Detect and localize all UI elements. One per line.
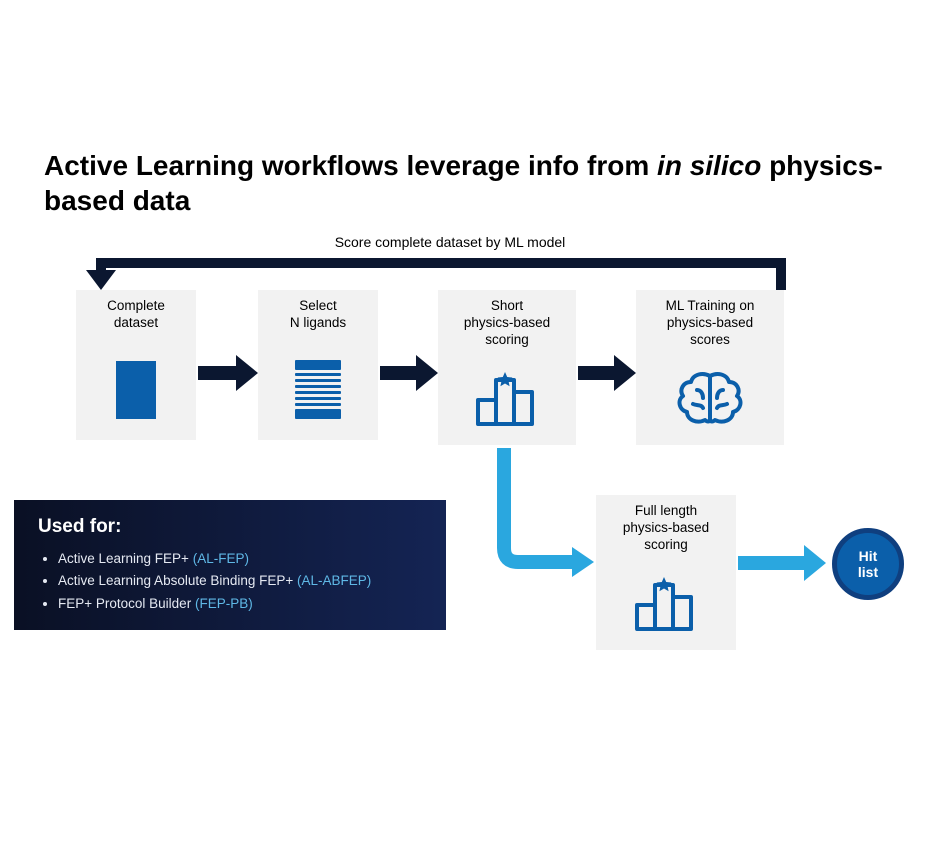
dataset-rect-icon <box>116 361 156 419</box>
panel-item: Active Learning Absolute Binding FEP+ (A… <box>58 570 422 592</box>
box-ml-training: ML Training on physics-based scores <box>636 290 784 445</box>
podium-star-icon <box>633 575 699 633</box>
panel-item: FEP+ Protocol Builder (FEP-PB) <box>58 593 422 615</box>
feedback-loop-label: Score complete dataset by ML model <box>300 234 600 250</box>
arrow-b2-b3 <box>380 366 416 380</box>
brain-icon <box>673 370 747 428</box>
used-for-panel: Used for: Active Learning FEP+ (AL-FEP) … <box>14 500 446 630</box>
panel-item: Active Learning FEP+ (AL-FEP) <box>58 548 422 570</box>
box-complete-dataset: Complete dataset <box>76 290 196 440</box>
hit-label: Hitlist <box>858 548 878 580</box>
box2-label: Select N ligands <box>258 290 378 332</box>
box-select-ligands: Select N ligands <box>258 290 378 440</box>
stacked-lines-icon <box>295 360 341 419</box>
arrow-b3-b4 <box>578 366 614 380</box>
box1-label: Complete dataset <box>76 290 196 332</box>
arrow-b1-b2 <box>198 366 236 380</box>
hit-list-node: Hitlist <box>832 528 904 600</box>
panel-heading: Used for: <box>38 516 422 538</box>
page-title: Active Learning workflows leverage info … <box>44 148 894 218</box>
box5-label: Full length physics-based scoring <box>596 495 736 554</box>
arrow-b5-hit <box>738 556 804 570</box>
title-italic: in silico <box>657 150 761 181</box>
box4-label: ML Training on physics-based scores <box>636 290 784 349</box>
panel-list: Active Learning FEP+ (AL-FEP) Active Lea… <box>58 548 422 615</box>
box-short-scoring: Short physics-based scoring <box>438 290 576 445</box>
box3-label: Short physics-based scoring <box>438 290 576 349</box>
podium-star-icon <box>474 370 540 428</box>
title-part1: Active Learning workflows leverage info … <box>44 150 657 181</box>
box-full-scoring: Full length physics-based scoring <box>596 495 736 650</box>
